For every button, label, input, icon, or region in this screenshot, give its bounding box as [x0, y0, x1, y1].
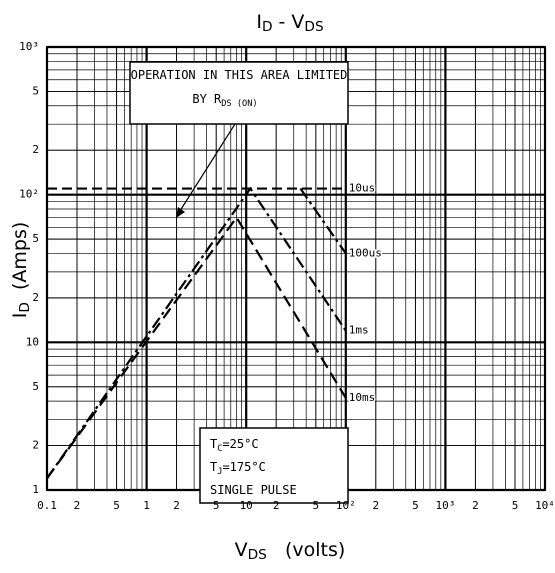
y-tick-label: 10²	[19, 188, 39, 201]
y-tick-label: 2	[32, 439, 39, 452]
subscript: DS (ON)	[221, 99, 257, 109]
text-part: I	[9, 313, 31, 319]
x-tick-label: 5	[512, 499, 519, 512]
x-tick-label: 1	[143, 499, 150, 512]
x-axis-label: VDS (volts)	[235, 539, 346, 564]
x-tick-label: 5	[412, 499, 419, 512]
x-tick-label: 10	[240, 499, 253, 512]
x-tick-label: 2	[372, 499, 379, 512]
series-label: 1ms	[349, 324, 369, 337]
y-tick-label: 10	[26, 335, 39, 348]
x-tick-label: 5	[313, 499, 320, 512]
annotation: OPERATION IN THIS AREA LIMITED	[131, 68, 348, 82]
series-label: 100us	[349, 246, 382, 259]
text-part: BY R	[192, 92, 222, 106]
text-part: =175°C	[222, 460, 265, 474]
text-part: SINGLE PULSE	[210, 483, 297, 497]
annotation: SINGLE PULSE	[210, 483, 297, 497]
arrow-head	[176, 207, 185, 218]
subscript: C	[217, 444, 222, 454]
subscript: DS	[248, 547, 267, 563]
series-line	[299, 187, 347, 255]
y-tick-label: 5	[32, 232, 39, 245]
annotation-box	[129, 61, 349, 125]
text-part: (Amps)	[9, 222, 31, 302]
series-label: 10us	[349, 182, 376, 195]
x-tick-label: 5	[113, 499, 120, 512]
text-part: - V	[272, 11, 304, 33]
series-group	[46, 186, 347, 479]
y-tick-label: 10³	[19, 40, 39, 53]
subscript: D	[17, 302, 33, 313]
series-line	[46, 186, 347, 479]
annotation: TJ=175°C	[210, 460, 266, 477]
text-part: (volts)	[267, 539, 345, 561]
x-tick-label: 10³	[435, 499, 455, 512]
text-part: V	[235, 539, 248, 561]
y-tick-label: 2	[32, 143, 39, 156]
x-tick-label: 2	[273, 499, 280, 512]
y-tick-label: 5	[32, 84, 39, 97]
subscript: J	[217, 467, 222, 477]
text-part: T	[210, 437, 217, 451]
text-part: =25°C	[222, 437, 258, 451]
x-tick-label: 2	[74, 499, 81, 512]
x-tick-label: 10²	[336, 499, 356, 512]
subscript: D	[262, 19, 273, 35]
subscript: DS	[304, 19, 323, 35]
annotation: TC=25°C	[210, 437, 259, 454]
y-tick-label: 5	[32, 380, 39, 393]
annotation-box	[199, 427, 349, 504]
text-part: OPERATION IN THIS AREA LIMITED	[131, 68, 348, 82]
y-axis-label: ID (Amps)	[9, 222, 34, 319]
y-tick-label: 1	[32, 483, 39, 496]
series-label: 10ms	[349, 391, 376, 404]
text-part: T	[210, 460, 217, 474]
x-tick-label: 2	[472, 499, 479, 512]
x-tick-label: 0.1	[37, 499, 57, 512]
x-tick-label: 2	[173, 499, 180, 512]
chart-title: ID - VDS	[256, 11, 323, 36]
text-part: I	[256, 11, 262, 33]
y-tick-label: 2	[32, 291, 39, 304]
x-tick-label: 5	[213, 499, 220, 512]
annotation: BY RDS (ON)	[192, 92, 257, 109]
arrow-line	[177, 123, 236, 215]
labels-group: 0.1 2 5 1 2 5 10 2 5 10² 2 5 10³ 2 5 10⁴ 1 2 5 10 2 5 10² 2 5 10³…	[9, 11, 555, 564]
x-tick-label: 10⁴	[535, 499, 555, 512]
